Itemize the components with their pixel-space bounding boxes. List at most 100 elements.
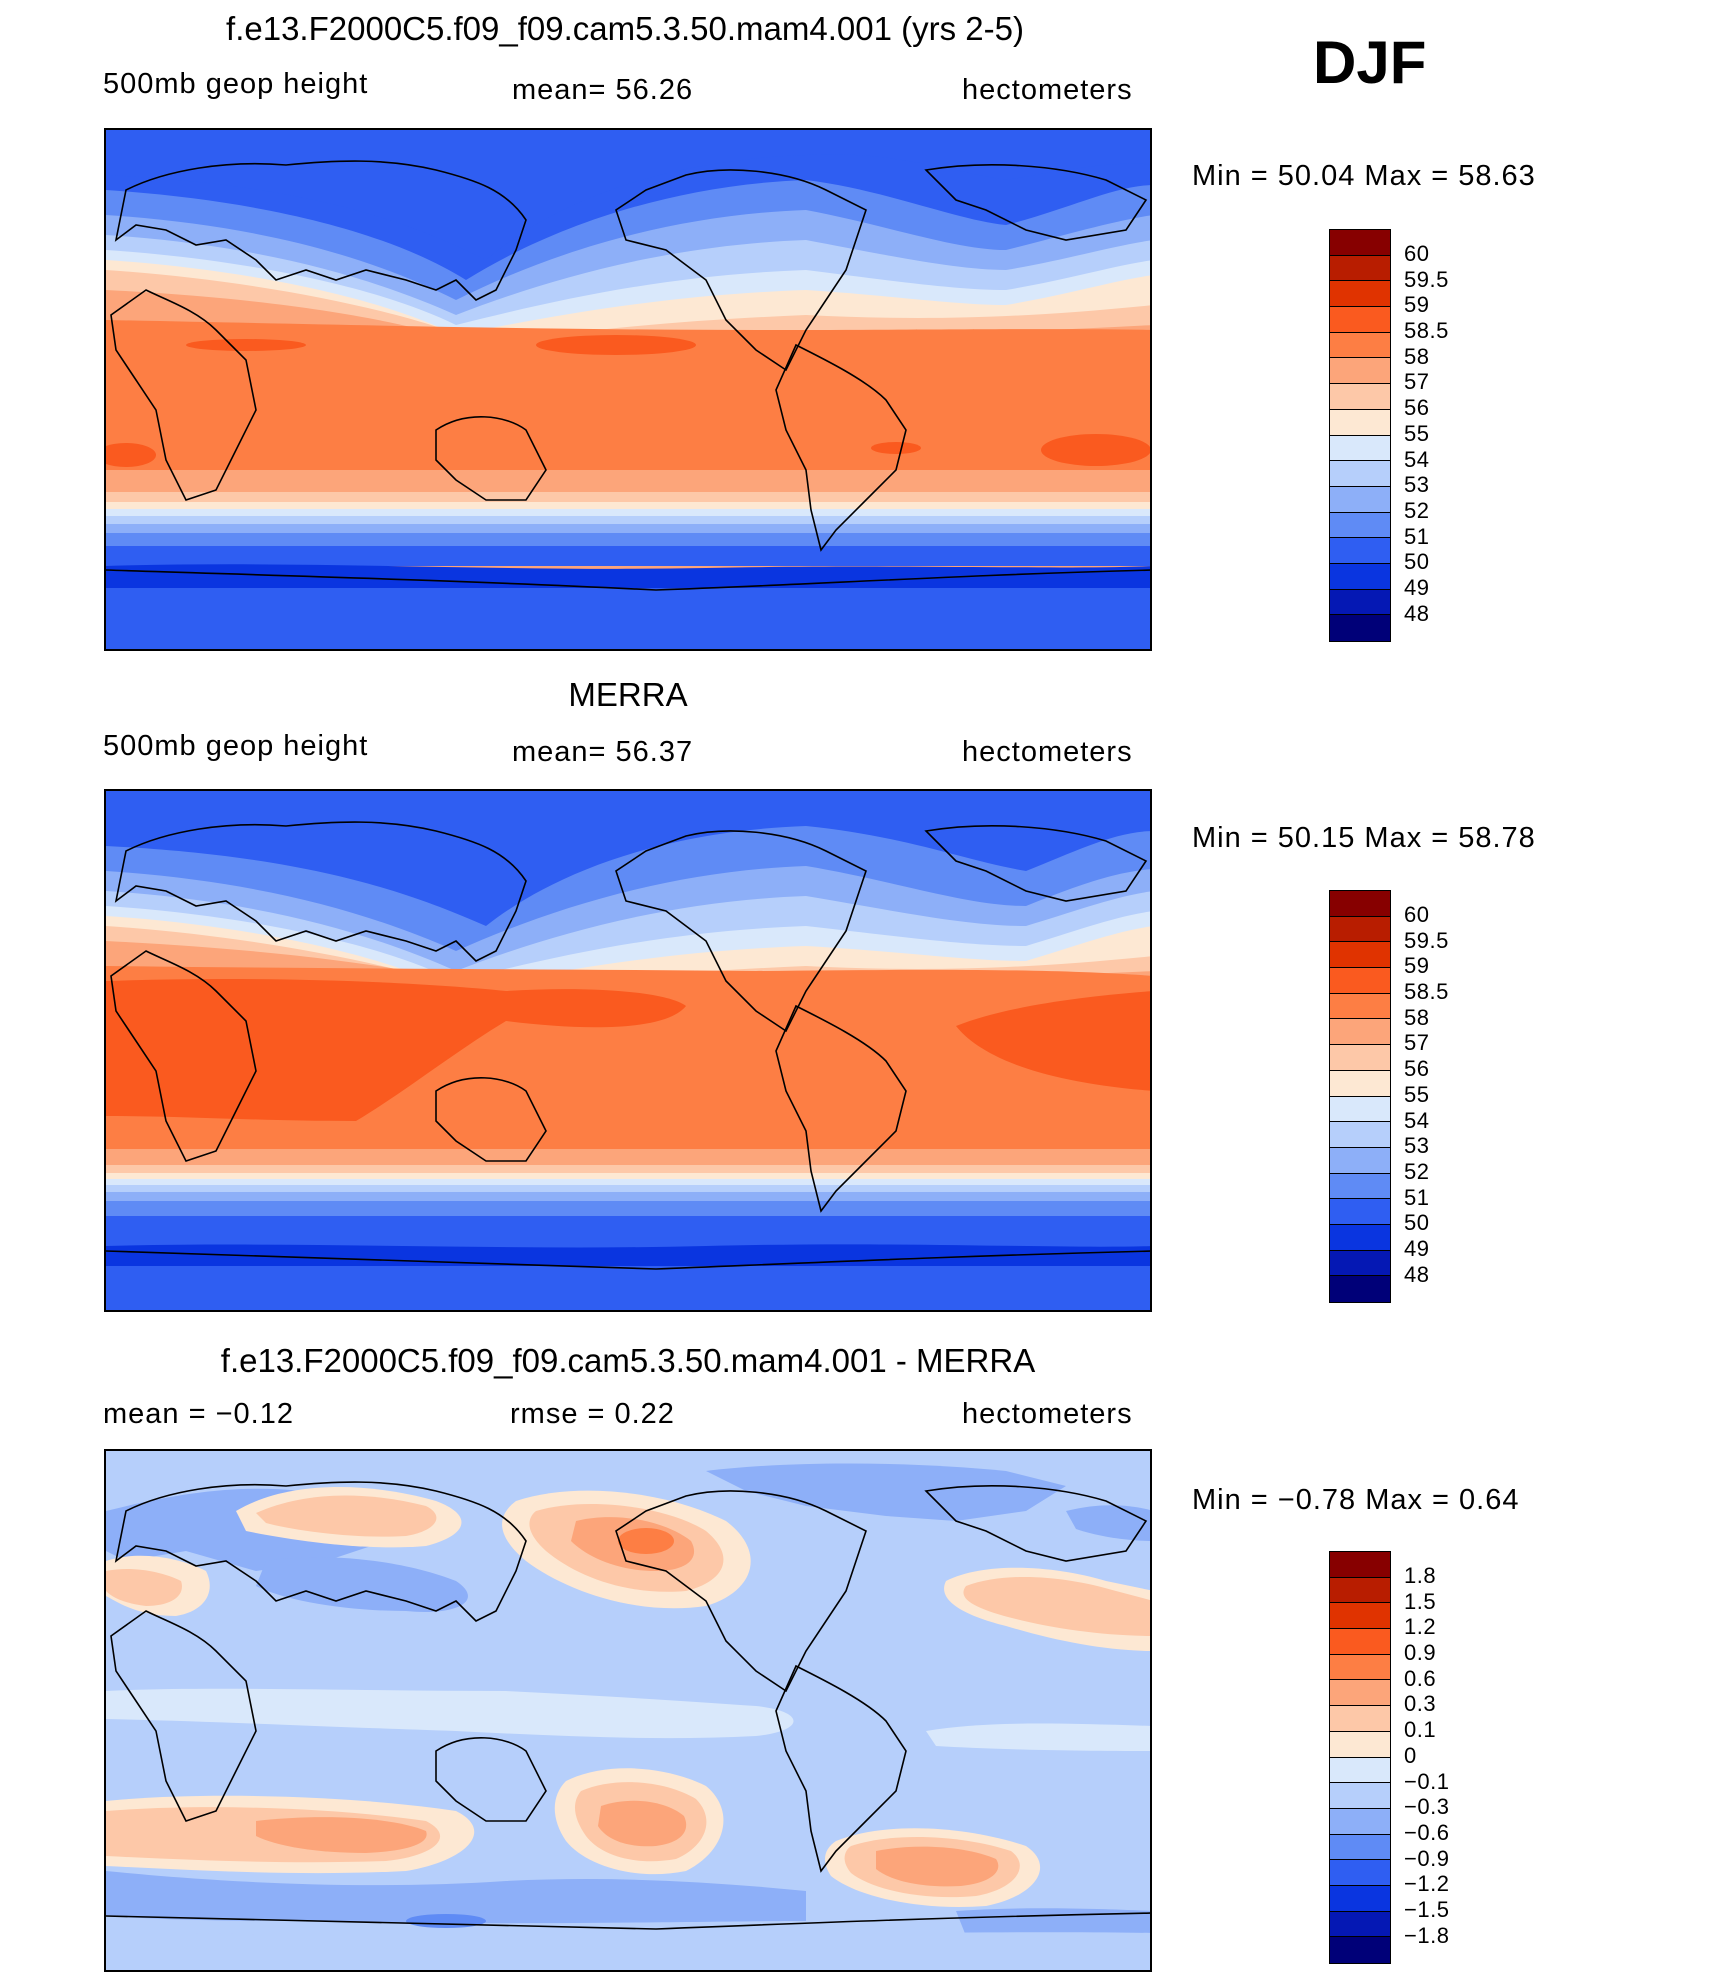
colorbar-swatch: [1330, 1937, 1390, 1963]
colorbar-level-label: 49: [1404, 574, 1430, 600]
colorbar-level-label: 59.5: [1404, 927, 1449, 953]
mean-label-obs: mean= 56.37: [512, 736, 694, 768]
colorbar-swatch: [1330, 1731, 1390, 1758]
colorbar-swatch: [1330, 891, 1390, 917]
colorbar-level-label: 52: [1404, 1158, 1430, 1184]
colorbar-level-label: 59: [1404, 953, 1430, 979]
colorbar-level-label: 58.5: [1404, 318, 1449, 344]
colorbar-swatch: [1330, 512, 1390, 539]
colorbar-swatch: [1330, 615, 1390, 641]
colorbar-level-label: 50: [1404, 549, 1430, 575]
colorbar-level-label: −0.9: [1404, 1845, 1450, 1871]
colorbar-level-label: −1.5: [1404, 1896, 1450, 1922]
minmax-label-model: Min = 50.04 Max = 58.63: [1192, 160, 1536, 192]
colorbar-level-label: 51: [1404, 523, 1430, 549]
colorbar-level-label: 58: [1404, 343, 1430, 369]
panel-title-diff: f.e13.F2000C5.f09_f09.cam5.3.50.mam4.001…: [220, 1342, 1036, 1379]
colorbar-swatch: [1330, 1757, 1390, 1784]
colorbar-level-label: −0.6: [1404, 1819, 1450, 1845]
colorbar-level-label: 49: [1404, 1235, 1430, 1261]
colorbar-level-label: 57: [1404, 1030, 1430, 1056]
minmax-label-diff: Min = −0.78 Max = 0.64: [1192, 1484, 1520, 1516]
colorbar-labels-obs: 60 59.5 59 58.5 58 57 56 55 54 53 52 51 50 49 48: [1404, 902, 1449, 1287]
colorbar-level-label: 58: [1404, 1004, 1430, 1030]
colorbar-level-label: 53: [1404, 472, 1430, 498]
colorbar-level-label: 1.8: [1404, 1563, 1437, 1588]
colorbar-swatch: [1330, 1808, 1390, 1835]
colorbar-swatch: [1330, 358, 1390, 385]
colorbar-level-label: 56: [1404, 395, 1430, 421]
colorbar-level-label: 0.1: [1404, 1717, 1437, 1743]
colorbar-swatch: [1330, 993, 1390, 1020]
colorbar-diff: [1329, 1551, 1391, 1964]
map-diff: [104, 1449, 1152, 1972]
colorbar-swatch: [1330, 1276, 1390, 1302]
colorbar-swatch: [1330, 1552, 1390, 1578]
variable-label-obs: 500mb geop height: [103, 730, 369, 762]
colorbar-level-label: 0.6: [1404, 1665, 1437, 1691]
colorbar-level-label: 57: [1404, 369, 1430, 395]
colorbar-obs: [1329, 890, 1391, 1303]
colorbar-swatch: [1330, 332, 1390, 359]
colorbar-swatch: [1330, 384, 1390, 410]
colorbar-swatch: [1330, 1070, 1390, 1097]
colorbar-level-label: 58.5: [1404, 979, 1449, 1005]
colorbar-level-label: 52: [1404, 497, 1430, 523]
colorbar-swatch: [1330, 563, 1390, 590]
colorbar-level-label: 59: [1404, 292, 1430, 318]
colorbar-level-label: −1.8: [1404, 1922, 1450, 1948]
colorbar-swatch: [1330, 435, 1390, 462]
colorbar-swatch: [1330, 1096, 1390, 1123]
colorbar-level-label: 59.5: [1404, 266, 1449, 292]
colorbar-swatch: [1330, 1706, 1390, 1732]
colorbar-level-label: 54: [1404, 1107, 1430, 1133]
colorbar-swatch: [1330, 1577, 1390, 1604]
colorbar-level-label: 0: [1404, 1742, 1417, 1768]
colorbar-swatch: [1330, 281, 1390, 308]
colorbar-swatch: [1330, 1629, 1390, 1655]
colorbar-swatch: [1330, 589, 1390, 616]
colorbar-level-label: 1.5: [1404, 1588, 1437, 1614]
colorbar-level-label: −0.3: [1404, 1794, 1450, 1820]
colorbar-swatch: [1330, 486, 1390, 513]
colorbar-level-label: 0.9: [1404, 1640, 1437, 1666]
colorbar-swatch: [1330, 1045, 1390, 1071]
colorbar-swatch: [1330, 307, 1390, 333]
colorbar-swatch: [1330, 1250, 1390, 1277]
colorbar-level-label: 55: [1404, 420, 1430, 446]
colorbar-level-label: 48: [1404, 600, 1430, 626]
map-obs: [104, 789, 1152, 1312]
units-label-model: hectometers: [962, 74, 1133, 106]
colorbar-swatch: [1330, 1019, 1390, 1046]
colorbar-swatch: [1330, 1834, 1390, 1861]
colorbar-level-label: 0.3: [1404, 1691, 1437, 1717]
colorbar-swatch: [1330, 1173, 1390, 1200]
colorbar-swatch: [1330, 230, 1390, 256]
colorbar-level-label: 50: [1404, 1210, 1430, 1236]
colorbar-swatch: [1330, 1224, 1390, 1251]
colorbar-swatch: [1330, 1911, 1390, 1938]
colorbar-swatch: [1330, 1885, 1390, 1912]
colorbar-labels-diff: 1.8 1.5 1.2 0.9 0.6 0.3 0.1 0 −0.1 −0.3 −0.6 −0.9 −1…: [1404, 1563, 1449, 1948]
colorbar-swatch: [1330, 409, 1390, 436]
colorbar-swatch: [1330, 1860, 1390, 1886]
colorbar-swatch: [1330, 1783, 1390, 1809]
colorbar-level-label: 60: [1404, 241, 1430, 266]
mean-label-model: mean= 56.26: [512, 74, 694, 106]
map-model: [104, 128, 1152, 651]
colorbar-level-label: −0.1: [1404, 1768, 1450, 1794]
colorbar-level-label: 55: [1404, 1081, 1430, 1107]
colorbar-level-label: 56: [1404, 1056, 1430, 1082]
panel-title-model: f.e13.F2000C5.f09_f09.cam5.3.50.mam4.001…: [226, 10, 1024, 47]
colorbar-swatch: [1330, 968, 1390, 994]
colorbar-swatch: [1330, 255, 1390, 282]
colorbar-swatch: [1330, 916, 1390, 943]
variable-label-model: 500mb geop height: [103, 68, 369, 100]
colorbar-level-label: 53: [1404, 1133, 1430, 1159]
colorbar-swatch: [1330, 1654, 1390, 1681]
season-label: DJF: [1313, 29, 1427, 96]
rmse-label-diff: rmse = 0.22: [510, 1398, 675, 1430]
colorbar-swatch: [1330, 1147, 1390, 1174]
colorbar-level-label: 54: [1404, 446, 1430, 472]
panel-title-obs: MERRA: [568, 676, 688, 713]
